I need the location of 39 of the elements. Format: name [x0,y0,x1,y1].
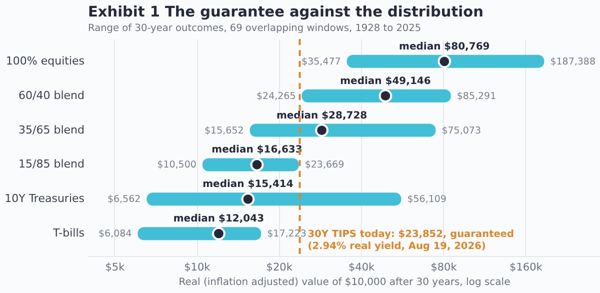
annotation: $187,388 [550,56,596,68]
bar [346,54,544,68]
x-tick-label: $5k [105,262,126,274]
x-tick-label: $80k [430,262,458,274]
annotation: $23,669 [304,160,344,171]
annotation: $56,109 [407,194,446,206]
annotation: $85,291 [456,90,496,102]
bar [138,227,262,240]
annotation: $35,477 [302,56,341,68]
annotation: $6,562 [107,194,141,206]
data-label: median $28,728 [276,110,368,122]
annotation: $24,265 [256,90,296,102]
bar [146,192,402,206]
y-tick-label: 60/40 blend [18,88,84,102]
bar [302,89,451,102]
x-axis-title: Real (inflation adjusted) value of $10,000 after 30 years, log scale [178,277,510,288]
data-label: median $16,633 [212,144,302,156]
y-tick-label: 10Y Treasuries [4,192,85,206]
chart-title: Exhibit 1 The guarantee against the distribution [88,4,484,21]
x-tick-label: $160k [510,262,544,274]
annotation: $17,223 [267,228,306,240]
annotation: $15,652 [204,125,244,136]
y-tick-label: T-bills [52,226,85,240]
ref-line-label: 30Y TIPS today: $23,852, guaranteed (2.94% real yield, Aug 19, 2026) [308,229,514,252]
y-tick-label: 100% equities [6,54,85,68]
data-label: median $15,414 [202,179,294,190]
annotation: $6,084 [98,228,132,240]
data-label: median $12,043 [173,214,264,225]
y-tick-label: 15/85 blend [18,158,84,171]
x-tick-label: $40k [348,262,376,274]
chart-subtitle: Range of 30-year outcomes, 69 overlapping windows, 1928 to 2025 [88,23,422,34]
data-label: median $49,146 [340,76,431,87]
x-tick-label: $10k [184,262,212,274]
y-tick-label: 35/65 blend [18,123,84,136]
data-label: median $80,769 [399,41,490,52]
bar [250,124,436,137]
x-tick-label: $20k [266,262,294,274]
annotation: $10,500 [157,160,196,171]
annotation: $75,073 [442,125,482,136]
